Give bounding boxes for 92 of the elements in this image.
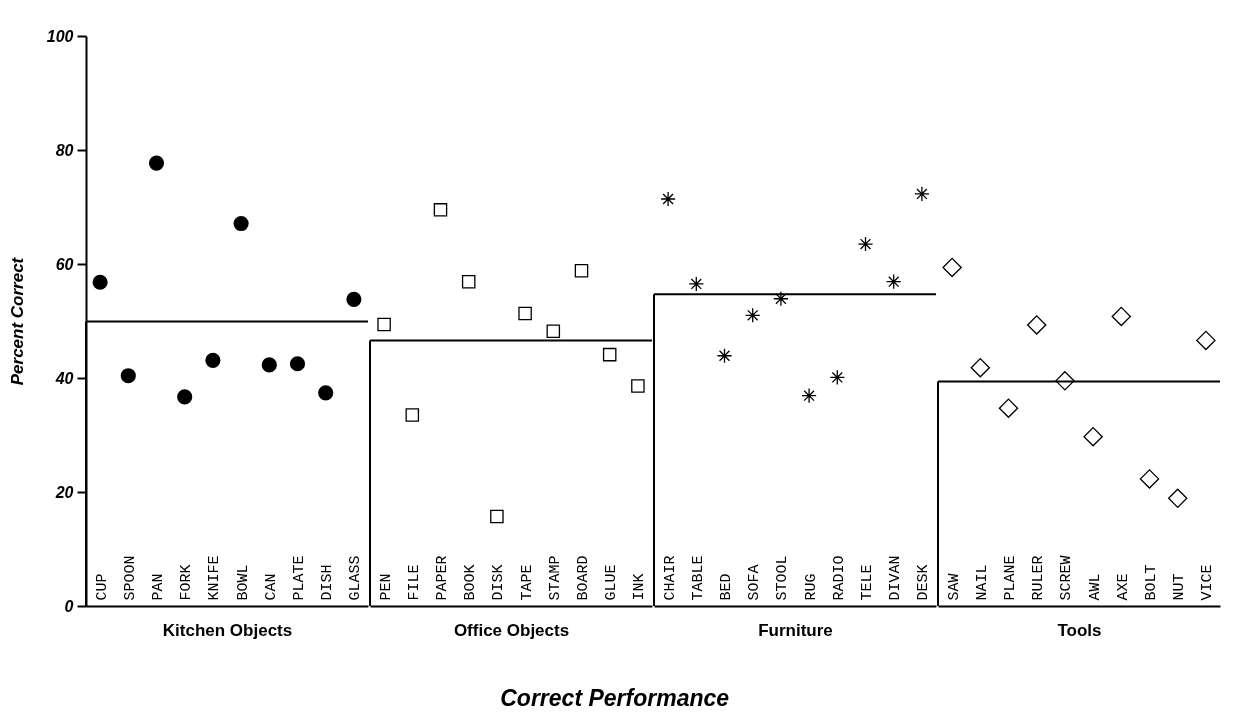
x-tick-label: CAN [262,573,280,601]
x-tick-label: GLASS [347,555,365,601]
x-axis-title: Kitchen Objects [162,620,293,640]
x-tick-label: VICE [1199,564,1217,601]
y-tick-label: 0 [64,597,74,615]
point [1055,371,1075,391]
x-tick-label: BOOK [462,564,480,601]
x-tick-label: NAIL [973,564,991,601]
point [346,291,362,307]
x-tick-label: SCREW [1058,555,1076,601]
point [857,236,874,252]
x-tick-label: STAMP [546,555,564,601]
point [289,356,306,372]
y-axis-title: Percent Correct [7,256,27,386]
x-tick-label: RADIO [830,555,848,601]
x-tick-label: RULER [1030,555,1048,601]
point [829,369,846,386]
point [631,379,645,393]
x-tick-label: PLATE [291,555,308,601]
x-tick-label: BED [718,573,735,601]
point [205,352,221,368]
x-tick-label: SPOON [121,555,139,601]
point [942,257,962,278]
x-tick-label: RUG [802,573,820,601]
point [602,347,617,362]
point [773,291,789,307]
x-axis-title: Tools [1057,620,1102,640]
point [148,155,165,171]
x-tick-label: DISK [490,564,508,601]
x-tick-label: CHAIR [661,555,679,601]
point [518,306,532,321]
x-tick-label: TAPE [518,564,536,601]
x-tick-label: GLUE [603,564,621,601]
x-tick-label: PAPER [434,555,451,601]
point [433,203,448,217]
point [1196,330,1216,351]
x-tick-label: AWL [1086,573,1104,601]
y-tick-label: 100 [46,27,74,45]
point [998,398,1019,418]
point [92,274,108,290]
point [177,389,193,405]
x-tick-label: SOFA [746,564,764,601]
x-tick-label: DIVAN [887,555,905,601]
point [914,186,930,202]
x-tick-label: CUP [93,573,111,601]
point [318,385,334,401]
x-tick-label: NUT [1171,573,1189,601]
point [233,215,249,232]
x-tick-label: PAN [150,573,167,601]
x-tick-label: FILE [405,564,423,601]
point [885,273,902,290]
point [1139,469,1160,489]
point [744,307,761,324]
x-tick-label: PEN [377,573,395,601]
x-tick-label: FORK [178,564,196,601]
point [1083,426,1103,447]
x-tick-label: KNIFE [206,555,224,601]
point [546,324,561,339]
point [461,274,476,289]
point [970,358,991,378]
x-tick-label: BOARD [575,555,592,601]
x-tick-label: SAW [945,573,963,601]
point [688,276,705,292]
x-axis-title: Office Objects [453,620,570,640]
point [490,509,504,524]
x-axis-title: Furniture [758,620,833,640]
y-tick-label: 40 [54,369,74,387]
point [1111,306,1132,327]
x-tick-label: BOWL [234,564,252,601]
point [120,368,136,384]
x-tick-label: PLANE [1002,555,1019,601]
x-tick-label: DESK [915,564,933,601]
point [716,348,733,364]
y-tick-label: 80 [55,141,74,159]
point [660,191,676,207]
point [377,317,391,332]
point [574,264,589,278]
point [801,387,817,404]
x-tick-label: BOLT [1143,564,1160,601]
x-tick-label: TELE [859,564,876,601]
text: Correct Performance [500,685,730,711]
point [405,408,420,422]
x-tick-label: AXE [1114,573,1132,601]
point [1167,488,1188,508]
x-tick-label: TABLE [689,555,707,601]
x-tick-label: STOOL [774,555,792,601]
point [261,357,277,373]
x-tick-label: DISH [319,564,337,601]
x-tick-label: INK [631,573,649,601]
point [1026,315,1047,335]
y-tick-label: 20 [54,483,74,501]
y-tick-label: 60 [55,255,74,273]
